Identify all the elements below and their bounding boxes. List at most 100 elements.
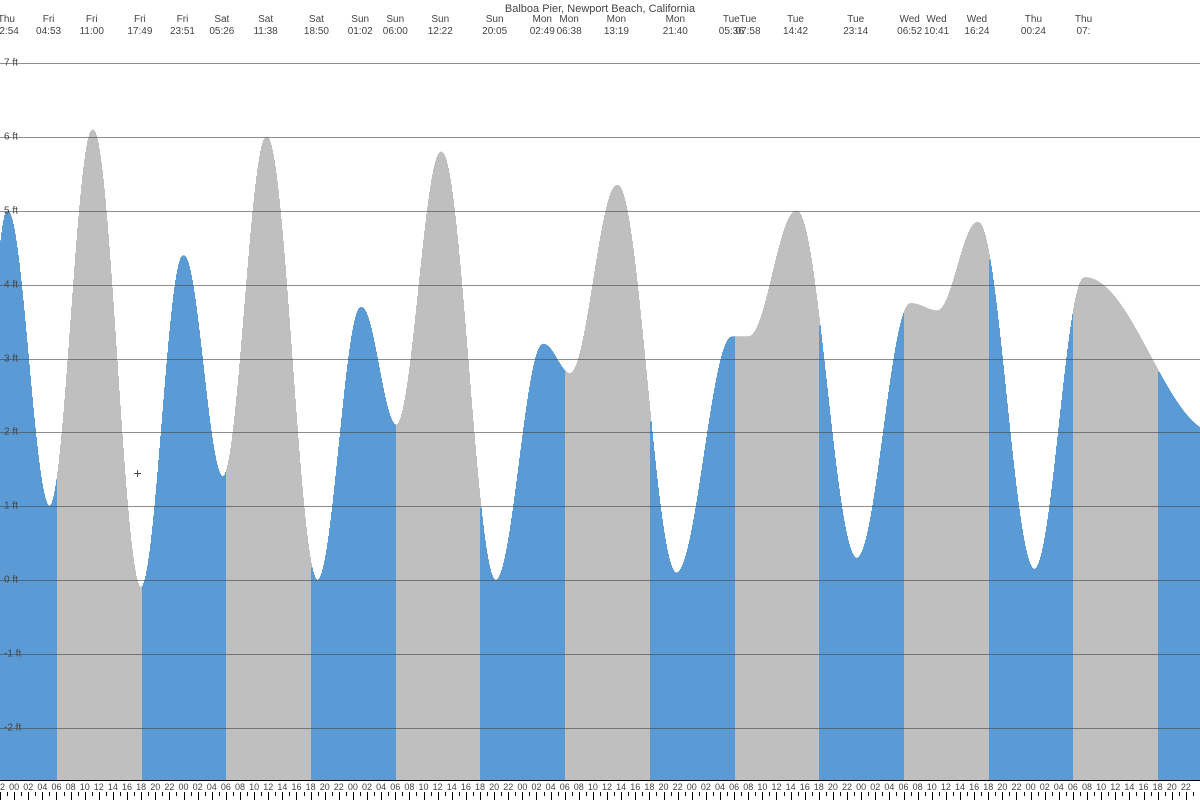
gridline (0, 580, 1200, 581)
extrema-label: Fri04:53 (36, 14, 61, 38)
x-axis-label: 18 (644, 782, 654, 792)
x-axis-label: 00 (348, 782, 358, 792)
x-axis-label: 04 (884, 782, 894, 792)
gridline (0, 285, 1200, 286)
x-axis-label: 16 (291, 782, 301, 792)
x-axis-label: 04 (546, 782, 556, 792)
x-axis-label: 14 (786, 782, 796, 792)
x-axis-label: 22 (334, 782, 344, 792)
extrema-label: Mon06:38 (557, 14, 582, 38)
x-axis-label: 04 (1054, 782, 1064, 792)
x-axis-label: 00 (856, 782, 866, 792)
x-axis-label: 20 (828, 782, 838, 792)
y-axis-label: 5 ft (4, 205, 18, 216)
x-axis-label: 22 (1011, 782, 1021, 792)
extrema-label: Wed16:24 (964, 14, 989, 38)
x-axis-label: 06 (729, 782, 739, 792)
extrema-label: Mon21:40 (663, 14, 688, 38)
extrema-label: Fri23:51 (170, 14, 195, 38)
x-axis-label: 06 (390, 782, 400, 792)
x-axis-label: 02 (362, 782, 372, 792)
x-axis-label: 00 (517, 782, 527, 792)
extrema-label: Fri17:49 (127, 14, 152, 38)
x-axis-label: 22 (673, 782, 683, 792)
x-axis-label: 02 (531, 782, 541, 792)
x-axis-label: 22 (0, 782, 5, 792)
x-axis-label: 00 (1026, 782, 1036, 792)
x-axis-label: 06 (1068, 782, 1078, 792)
x-axis-label: 02 (23, 782, 33, 792)
x-axis-label: 18 (475, 782, 485, 792)
extrema-label: Mon02:49 (530, 14, 555, 38)
gridline (0, 359, 1200, 360)
tide-chart: Balboa Pier, Newport Beach, California +… (0, 0, 1200, 800)
extrema-label: Wed10:41 (924, 14, 949, 38)
gridline (0, 211, 1200, 212)
extrema-label: Sun20:05 (482, 14, 507, 38)
extrema-label: Sat18:50 (304, 14, 329, 38)
extrema-label: Thu22:54 (0, 14, 19, 38)
x-axis-label: 14 (447, 782, 457, 792)
y-axis-label: 3 ft (4, 353, 18, 364)
x-axis-label: 08 (574, 782, 584, 792)
x-axis-label: 04 (37, 782, 47, 792)
x-axis-label: 18 (1153, 782, 1163, 792)
y-axis-label: -1 ft (4, 649, 21, 660)
x-axis-label: 02 (870, 782, 880, 792)
x-axis-label: 14 (955, 782, 965, 792)
gridline (0, 506, 1200, 507)
x-axis-label: 18 (136, 782, 146, 792)
x-axis-label: 22 (1181, 782, 1191, 792)
x-axis-label: 06 (560, 782, 570, 792)
x-axis-label: 14 (1124, 782, 1134, 792)
extrema-label: Thu07: (1075, 14, 1092, 38)
y-axis-label: 4 ft (4, 279, 18, 290)
x-axis-label: 04 (376, 782, 386, 792)
x-axis-label: 16 (1139, 782, 1149, 792)
tide-area (0, 0, 1200, 800)
x-axis-label: 12 (602, 782, 612, 792)
extrema-label: Tue23:14 (843, 14, 868, 38)
x-axis-label: 10 (1096, 782, 1106, 792)
x-axis-label: 20 (150, 782, 160, 792)
gridline (0, 728, 1200, 729)
x-axis-label: 14 (277, 782, 287, 792)
x-axis-label: 20 (659, 782, 669, 792)
extrema-label: Sun01:02 (348, 14, 373, 38)
x-axis-label: 02 (1040, 782, 1050, 792)
x-axis-label: 12 (263, 782, 273, 792)
y-axis-label: -2 ft (4, 723, 21, 734)
x-axis-label: 10 (757, 782, 767, 792)
x-axis-label: 16 (122, 782, 132, 792)
x-axis-label: 00 (179, 782, 189, 792)
y-axis-label: 1 ft (4, 501, 18, 512)
x-axis-label: 06 (51, 782, 61, 792)
extrema-label: Tue14:42 (783, 14, 808, 38)
x-axis-label: 20 (997, 782, 1007, 792)
x-axis-label: 02 (701, 782, 711, 792)
x-axis-label: 06 (221, 782, 231, 792)
extrema-label: Thu00:24 (1021, 14, 1046, 38)
x-axis-label: 10 (80, 782, 90, 792)
y-axis-label: 7 ft (4, 57, 18, 68)
y-axis-label: 2 ft (4, 427, 18, 438)
x-axis-label: 10 (588, 782, 598, 792)
x-axis-label: 16 (969, 782, 979, 792)
extrema-label: Sun12:22 (428, 14, 453, 38)
x-axis-label: 22 (164, 782, 174, 792)
extrema-label: Wed06:52 (897, 14, 922, 38)
x-axis-label: 12 (941, 782, 951, 792)
x-axis-label: 16 (630, 782, 640, 792)
extrema-label: Sat05:26 (209, 14, 234, 38)
x-axis-label: 18 (983, 782, 993, 792)
x-axis-label: 16 (461, 782, 471, 792)
x-axis-label: 10 (927, 782, 937, 792)
x-axis-label: 08 (1082, 782, 1092, 792)
gridline (0, 63, 1200, 64)
extrema-label: Mon13:19 (604, 14, 629, 38)
x-axis-label: 04 (207, 782, 217, 792)
x-axis-label: 10 (419, 782, 429, 792)
x-axis-label: 12 (94, 782, 104, 792)
y-axis-label: 0 ft (4, 575, 18, 586)
x-axis-label: 18 (306, 782, 316, 792)
